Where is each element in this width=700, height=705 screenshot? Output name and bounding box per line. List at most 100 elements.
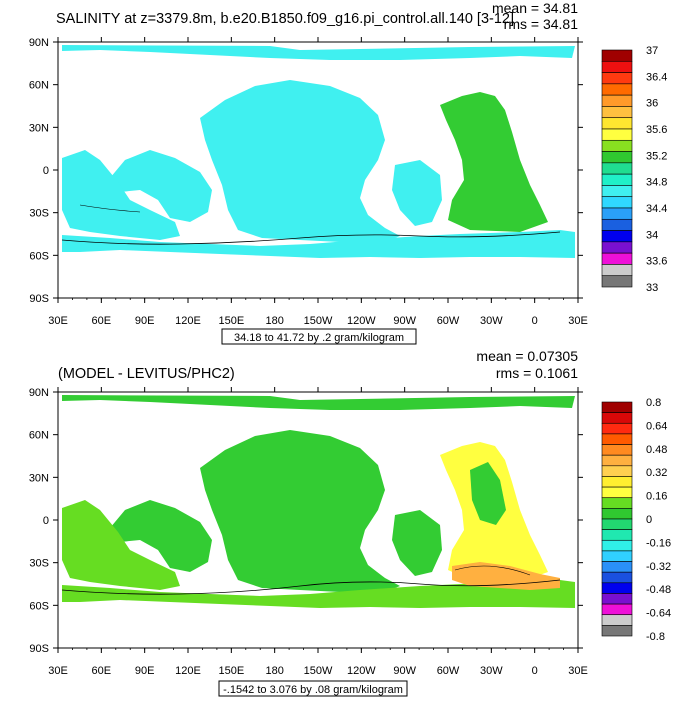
x-tick-label: 30E — [48, 665, 68, 677]
x-tick-label: 90E — [135, 315, 155, 327]
colorbar-swatch — [601, 571, 633, 584]
colorbar-swatch — [601, 72, 633, 85]
colorbar-swatch — [601, 529, 633, 541]
colorbar-swatch — [601, 60, 633, 73]
panel-salinity: SALINITY at z=3379.8m, b.e20.B1850.f09_g… — [29, 0, 667, 345]
colorbar-swatch — [601, 625, 633, 637]
colorbar: 37 36.4 36 35.6 35.2 34.8 34.4 34 33.6 33 — [601, 45, 667, 294]
colorbar-label: 0.16 — [646, 491, 667, 503]
colorbar-swatch — [601, 444, 633, 456]
colorbar-label: 36 — [646, 98, 658, 110]
colorbar-swatch — [601, 139, 633, 152]
y-tick-label: 90S — [29, 293, 49, 305]
x-tick-label: 0 — [532, 315, 538, 327]
contour-line — [79, 204, 141, 213]
colorbar-swatch — [601, 151, 633, 164]
y-tick-label: 30S — [29, 558, 49, 570]
colorbar-label: -0.64 — [646, 608, 671, 620]
colorbar-label: 0.32 — [646, 467, 667, 479]
x-tick-label: 30E — [568, 665, 588, 677]
colorbar-swatch — [601, 582, 633, 594]
colorbar-swatch — [601, 83, 633, 96]
x-tick-label: 180 — [265, 665, 283, 677]
colorbar-label: 35.2 — [646, 150, 667, 162]
map-area — [58, 392, 578, 648]
colorbar-label: 34.4 — [646, 203, 667, 215]
colorbar-swatch — [601, 550, 633, 562]
contour-line — [61, 579, 561, 595]
x-tick-label: 180 — [265, 315, 283, 327]
pacific-ocean — [200, 430, 400, 592]
colorbar-label: 0.8 — [646, 397, 661, 409]
y-axis: 90N 60N 30N 0 30S 60S 90S — [29, 387, 583, 655]
atlantic-west-band — [470, 462, 506, 525]
x-tick-label: 150W — [304, 665, 333, 677]
colorbar-swatch — [601, 539, 633, 552]
colorbar-swatch — [601, 593, 633, 605]
colorbar-swatch — [601, 128, 633, 141]
colorbar-swatch — [601, 207, 633, 220]
y-tick-label: 90S — [29, 643, 49, 655]
y-tick-label: 60N — [29, 80, 49, 92]
y-tick-label: 60S — [29, 600, 49, 612]
south-pacific-east — [392, 510, 442, 576]
colorbar-swatch — [601, 117, 633, 130]
y-tick-label: 90N — [29, 37, 49, 49]
colorbar-label: 35.6 — [646, 124, 667, 136]
rms-label: rms = 0.1061 — [496, 365, 578, 381]
colorbar-label: -0.16 — [646, 537, 671, 549]
x-tick-label: 90W — [393, 665, 416, 677]
colorbar-swatch — [601, 196, 633, 209]
colorbar-swatch — [601, 230, 633, 243]
x-tick-label: 30E — [48, 315, 68, 327]
rms-label: rms = 34.81 — [504, 16, 579, 32]
colorbar-label: 33.6 — [646, 256, 667, 268]
y-tick-label: 30S — [29, 208, 49, 220]
x-tick-label: 150E — [218, 315, 244, 327]
colorbar: 0.8 0.64 0.48 0.32 0.16 0 -0.16 -0.32 -0.48 -0.64… — [601, 397, 671, 643]
contour-info-box — [221, 328, 417, 345]
colorbar-swatch — [601, 401, 633, 413]
asia-seas — [110, 500, 212, 572]
map-area — [58, 42, 578, 298]
contour-line — [454, 565, 531, 576]
mean-label: mean = 0.07305 — [476, 348, 578, 364]
mean-label: mean = 34.81 — [492, 0, 578, 16]
x-tick-label: 30W — [480, 315, 503, 327]
colorbar-swatch — [601, 275, 633, 288]
x-tick-label: 60W — [437, 665, 460, 677]
x-tick-label: 120E — [175, 665, 201, 677]
contour-info: 34.18 to 41.72 by .2 gram/kilogram — [234, 332, 404, 344]
colorbar-label: 33 — [646, 282, 658, 294]
y-tick-label: 60S — [29, 250, 49, 262]
colorbar-swatch — [601, 218, 633, 231]
colorbar-swatch — [601, 49, 633, 62]
colorbar-label: 0.64 — [646, 420, 667, 432]
colorbar-swatch — [601, 162, 633, 175]
colorbar-label: 37 — [646, 45, 658, 57]
colorbar-label: 36.4 — [646, 71, 667, 83]
colorbar-swatch — [601, 476, 633, 488]
pacific-ocean — [200, 80, 400, 242]
colorbar-label: 34.8 — [646, 177, 667, 189]
colorbar-swatch — [601, 422, 633, 435]
colorbar-label: 34 — [646, 229, 658, 241]
y-tick-label: 0 — [43, 515, 49, 527]
southern-ocean — [62, 580, 575, 608]
x-tick-label: 0 — [532, 665, 538, 677]
x-tick-label: 60E — [92, 315, 112, 327]
colorbar-swatch — [601, 185, 633, 198]
colorbar-swatch — [601, 497, 633, 509]
colorbar-swatch — [601, 508, 633, 520]
x-tick-label: 60W — [437, 315, 460, 327]
colorbar-label: -0.8 — [646, 631, 665, 643]
south-pacific-east — [392, 160, 442, 226]
colorbar-swatch — [601, 454, 633, 467]
y-tick-label: 30N — [29, 472, 49, 484]
colorbar-label: 0.48 — [646, 444, 667, 456]
colorbar-swatch — [601, 603, 633, 616]
colorbar-label: -0.32 — [646, 561, 671, 573]
y-tick-label: 30N — [29, 122, 49, 134]
